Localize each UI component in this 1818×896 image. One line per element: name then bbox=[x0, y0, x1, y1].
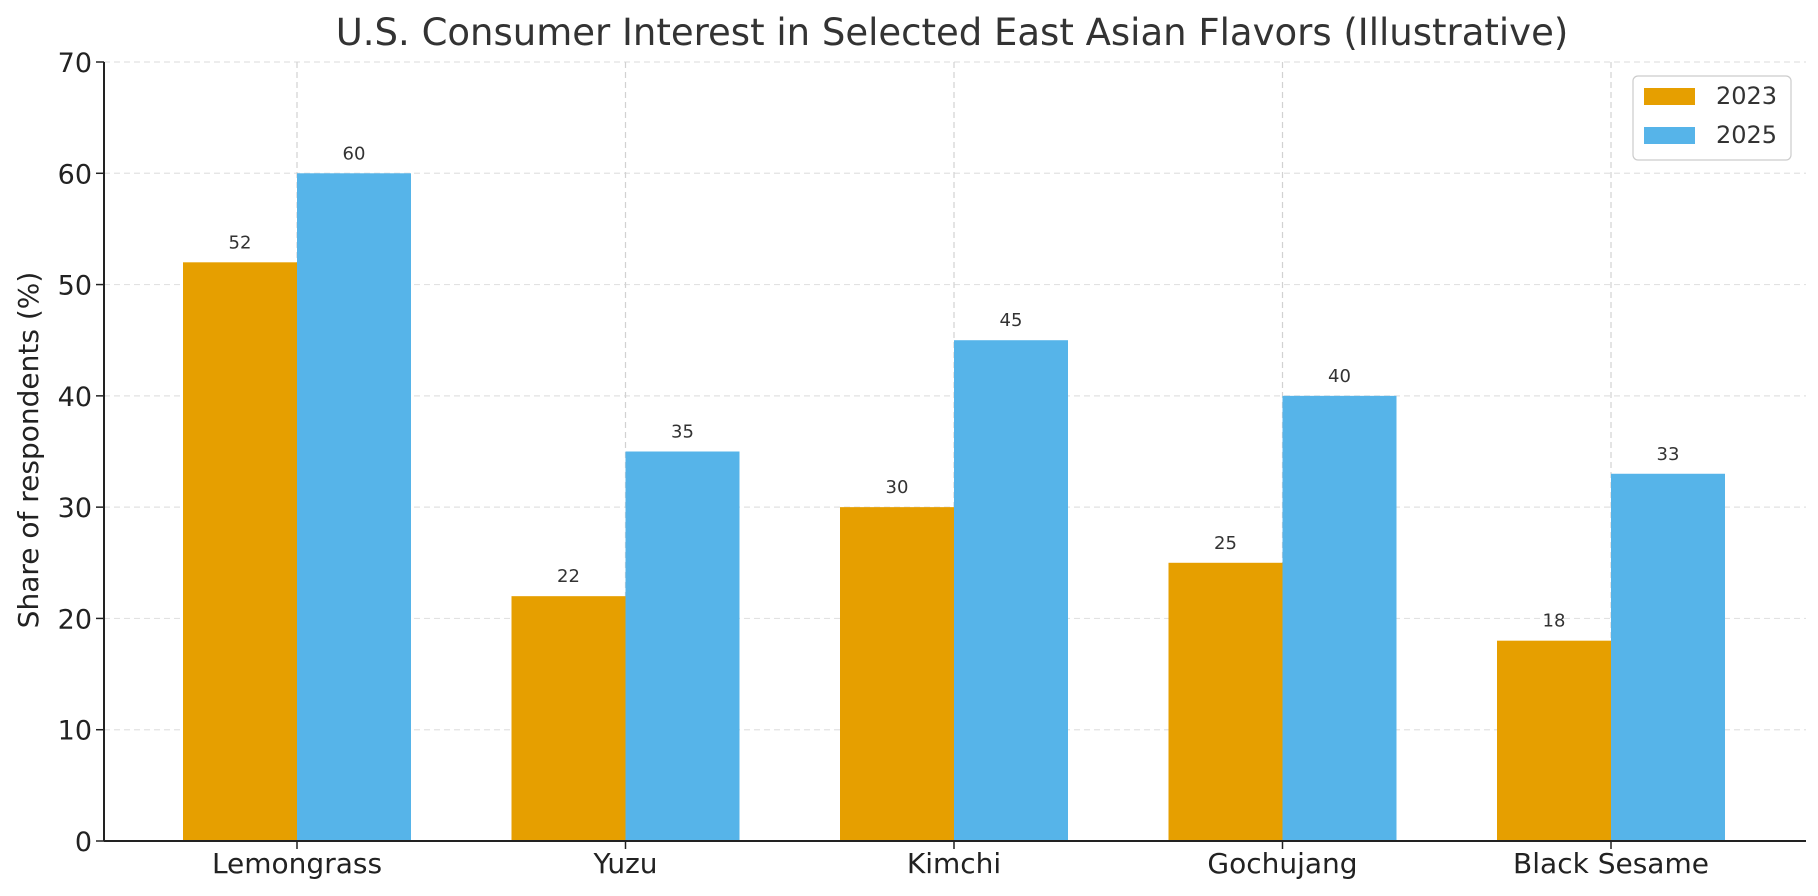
x-tick-label: Black Sesame bbox=[1513, 847, 1709, 880]
legend-swatch bbox=[1644, 127, 1695, 144]
x-tick-label: Gochujang bbox=[1207, 847, 1357, 880]
x-tick-label: Kimchi bbox=[907, 847, 1001, 880]
bar-2025-black-sesame bbox=[1611, 473, 1725, 841]
axes: 0 10 20 30 40 50 60 70 Lemongrass Yuzu Kimchi Gochu… bbox=[58, 48, 1806, 880]
x-tick-label: Yuzu bbox=[592, 847, 657, 880]
legend-swatch bbox=[1644, 88, 1695, 105]
y-tick-label: 50 bbox=[58, 271, 92, 302]
bar-2023-kimchi bbox=[840, 507, 954, 841]
bar-2025-yuzu bbox=[625, 451, 740, 841]
data-label: 25 bbox=[1214, 533, 1237, 554]
chart-title: U.S. Consumer Interest in Selected East … bbox=[336, 11, 1569, 54]
bar-2023-black-sesame bbox=[1497, 640, 1611, 841]
y-tick-label: 20 bbox=[58, 604, 92, 635]
data-label: 60 bbox=[343, 143, 366, 164]
x-tick-label: Lemongrass bbox=[212, 847, 382, 880]
y-axis-label: Share of respondents (%) bbox=[12, 272, 45, 629]
y-tick-label: 0 bbox=[75, 827, 92, 858]
legend-label: 2025 bbox=[1716, 121, 1777, 149]
y-tick-label: 10 bbox=[58, 716, 92, 747]
data-label: 30 bbox=[886, 477, 909, 498]
data-label: 33 bbox=[1657, 444, 1680, 465]
bar-2023-yuzu bbox=[511, 596, 626, 841]
bar-2025-kimchi bbox=[954, 340, 1068, 841]
data-labels: 52 60 22 35 30 45 25 40 18 33 bbox=[229, 143, 1680, 631]
bars bbox=[183, 173, 1725, 842]
y-tick-label: 60 bbox=[58, 159, 92, 190]
y-tick-label: 30 bbox=[58, 493, 92, 524]
legend: 2023 2025 bbox=[1632, 75, 1792, 161]
data-label: 35 bbox=[671, 422, 694, 443]
y-tick-label: 40 bbox=[58, 382, 92, 413]
data-label: 18 bbox=[1543, 611, 1566, 632]
data-label: 52 bbox=[229, 232, 252, 253]
data-label: 45 bbox=[1000, 310, 1023, 331]
data-label: 22 bbox=[557, 566, 580, 587]
y-tick-label: 70 bbox=[58, 48, 92, 79]
bar-2025-gochujang bbox=[1282, 395, 1397, 841]
data-label: 40 bbox=[1328, 366, 1351, 387]
bar-2025-lemongrass bbox=[297, 173, 411, 842]
bar-2023-gochujang bbox=[1168, 562, 1283, 841]
legend-label: 2023 bbox=[1716, 82, 1777, 110]
bar-2023-lemongrass bbox=[183, 262, 297, 841]
